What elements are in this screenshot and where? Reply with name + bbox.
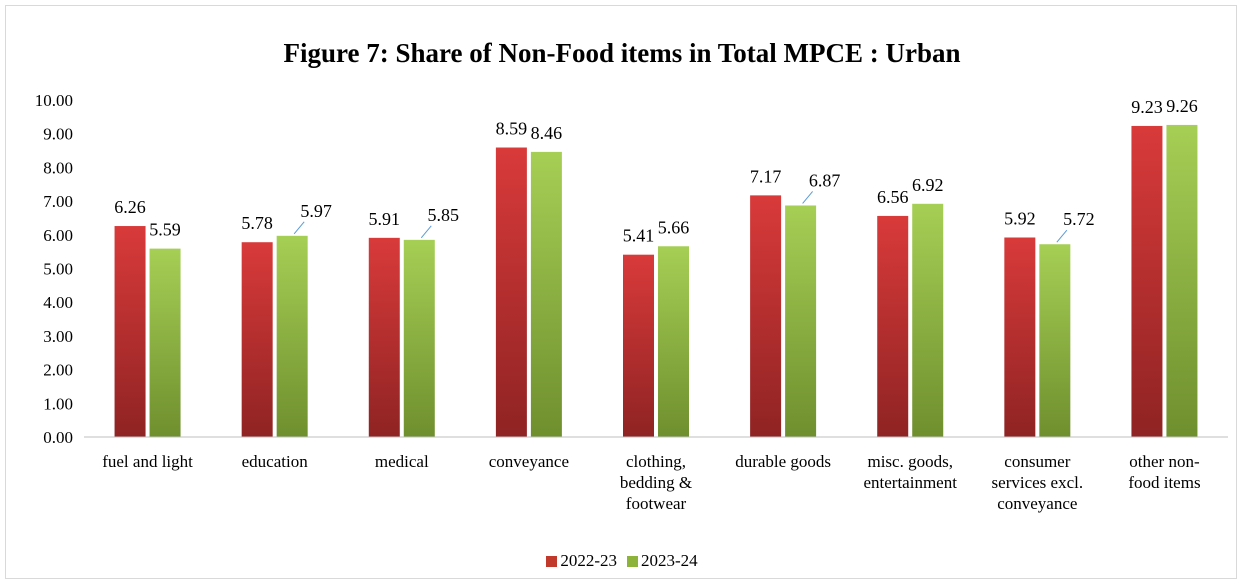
data-label: 5.59 [149, 220, 181, 240]
bar-2023-24-4 [658, 246, 689, 437]
x-category-label: services excl. [992, 473, 1084, 492]
y-tick-label: 0.00 [43, 428, 73, 447]
bar-2023-24-6 [912, 203, 944, 437]
data-label: 5.66 [658, 217, 690, 237]
x-category-label: fuel and light [102, 452, 193, 471]
y-tick-label: 10.00 [35, 91, 73, 110]
data-label: 6.56 [877, 187, 909, 207]
bar-2023-24-0 [149, 248, 181, 437]
data-label-leader [420, 225, 432, 239]
bar-2023-24-1 [276, 235, 308, 437]
data-label-leader [802, 191, 813, 204]
chart-legend: 2022-23 2023-24 [0, 551, 1244, 571]
bar-2022-23-6 [877, 215, 909, 437]
bar-2023-24-3 [530, 151, 562, 437]
bar-2022-23-3 [495, 147, 527, 437]
data-label: 9.23 [1131, 97, 1163, 117]
legend-swatch [546, 555, 558, 567]
bar-2022-23-7 [1004, 237, 1036, 437]
y-tick-label: 3.00 [43, 327, 73, 346]
x-category-label: misc. goods, [867, 452, 952, 471]
data-label: 8.46 [531, 123, 563, 143]
data-label: 5.91 [369, 209, 401, 229]
x-category-label: other non- [1129, 452, 1200, 471]
data-label: 6.26 [114, 197, 146, 217]
bar-2023-24-2 [403, 239, 435, 437]
data-label: 7.17 [750, 166, 782, 186]
y-tick-label: 7.00 [43, 192, 73, 211]
legend-label: 2022-23 [560, 551, 617, 570]
data-label: 8.59 [496, 119, 528, 139]
data-label: 5.97 [300, 201, 332, 221]
data-label-leader [293, 221, 305, 235]
y-tick-label: 9.00 [43, 125, 73, 144]
x-category-label: food items [1128, 473, 1200, 492]
bar-2022-23-0 [114, 226, 146, 437]
data-label-leader [1056, 229, 1068, 243]
chart-title: Figure 7: Share of Non-Food items in Tot… [283, 38, 961, 68]
data-label: 5.85 [428, 205, 460, 225]
bar-2022-23-4 [623, 254, 654, 437]
legend-item: 2023-24 [627, 551, 698, 571]
x-category-label: education [242, 452, 309, 471]
data-label: 6.92 [912, 175, 944, 195]
y-tick-label: 1.00 [43, 394, 73, 413]
legend-label: 2023-24 [641, 551, 698, 570]
data-label: 6.87 [809, 170, 841, 190]
y-tick-label: 5.00 [43, 260, 73, 279]
x-category-label: entertainment [863, 473, 957, 492]
bar-2022-23-1 [241, 242, 273, 437]
x-category-label: bedding & [620, 473, 692, 492]
legend-swatch [627, 555, 638, 567]
bar-2022-23-5 [750, 195, 782, 437]
legend-item: 2022-23 [546, 551, 617, 571]
x-category-label: conveyance [489, 452, 569, 471]
y-tick-label: 8.00 [43, 158, 73, 177]
x-category-label: clothing, [626, 452, 686, 471]
x-category-label: consumer [1004, 452, 1070, 471]
x-category-label: durable goods [735, 452, 831, 471]
bar-2023-24-7 [1039, 244, 1071, 437]
bar-2023-24-8 [1166, 124, 1198, 438]
data-label: 5.92 [1004, 208, 1036, 228]
data-label: 9.26 [1166, 96, 1198, 116]
data-label: 5.72 [1063, 209, 1095, 229]
data-label: 5.78 [241, 213, 273, 233]
bar-2022-23-2 [368, 237, 400, 437]
y-tick-label: 6.00 [43, 226, 73, 245]
x-category-label: conveyance [997, 494, 1077, 513]
x-category-label: footwear [626, 494, 687, 513]
bar-2022-23-8 [1131, 125, 1163, 437]
y-tick-label: 2.00 [43, 361, 73, 380]
x-category-label: medical [375, 452, 429, 471]
data-label: 5.41 [623, 226, 655, 246]
y-tick-label: 4.00 [43, 293, 73, 312]
bar-2023-24-5 [785, 205, 817, 437]
